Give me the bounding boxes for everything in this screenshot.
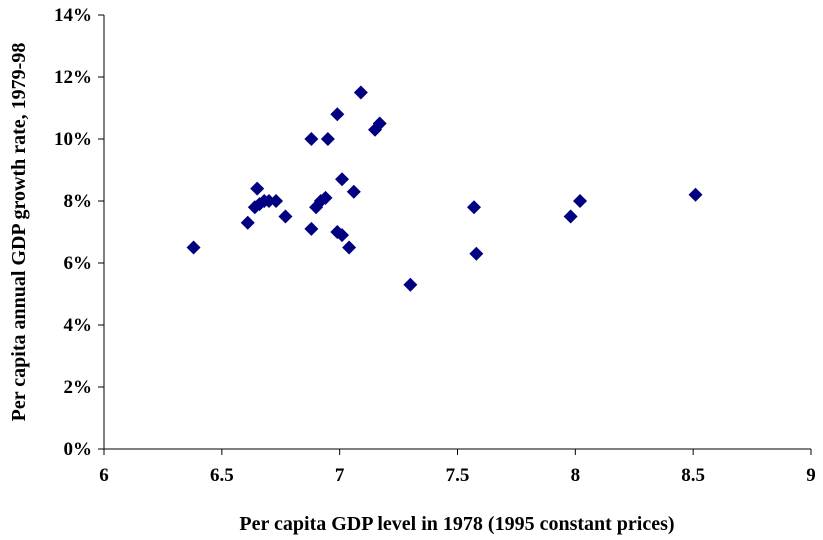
axes	[103, 15, 811, 450]
data-point	[466, 200, 481, 215]
x-tick-label: 7.5	[446, 465, 470, 486]
y-tick-label: 0%	[64, 439, 93, 460]
y-tick-label: 12%	[54, 67, 92, 88]
y-ticks: 0% 2% 4% 6% 8% 10% 12% 14%	[54, 5, 104, 460]
data-point	[330, 107, 345, 122]
data-point	[469, 246, 484, 261]
data-point	[372, 116, 387, 131]
data-point	[688, 187, 703, 202]
data-point	[335, 228, 350, 243]
data-point	[186, 240, 201, 255]
data-point	[261, 194, 276, 208]
y-tick-label: 8%	[64, 191, 93, 212]
y-tick-label: 14%	[54, 5, 92, 26]
x-tick-label: 8.5	[681, 465, 705, 486]
y-tick-label: 4%	[64, 315, 93, 336]
data-point	[318, 190, 333, 205]
x-ticks: 6 6.5 7 7.5 8 8.5 9	[99, 449, 816, 486]
data-point	[304, 132, 319, 146]
x-tick-label: 6	[99, 465, 109, 486]
x-axis-title: Per capita GDP level in 1978 (1995 const…	[239, 513, 674, 535]
data-point	[250, 181, 265, 196]
x-tick-label: 8	[571, 465, 581, 486]
y-axis-title: Per capita annual GDP growth rate, 1979-…	[8, 43, 30, 422]
data-point	[563, 209, 578, 224]
data-point	[320, 132, 335, 146]
y-tick-label: 6%	[64, 253, 93, 274]
x-tick-label: 6.5	[210, 465, 234, 486]
data-point	[335, 172, 350, 187]
data-point	[269, 194, 284, 208]
data-point	[573, 194, 588, 208]
data-point	[346, 184, 361, 199]
data-point	[240, 215, 255, 230]
data-point	[278, 209, 293, 224]
x-tick-label: 9	[806, 465, 816, 486]
y-tick-label: 2%	[64, 377, 93, 398]
data-points	[186, 85, 703, 292]
x-tick-label: 7	[335, 465, 345, 486]
data-point	[342, 240, 357, 255]
data-point	[304, 221, 319, 236]
y-tick-label: 10%	[54, 129, 92, 150]
data-point	[353, 85, 368, 100]
data-point	[403, 277, 418, 292]
